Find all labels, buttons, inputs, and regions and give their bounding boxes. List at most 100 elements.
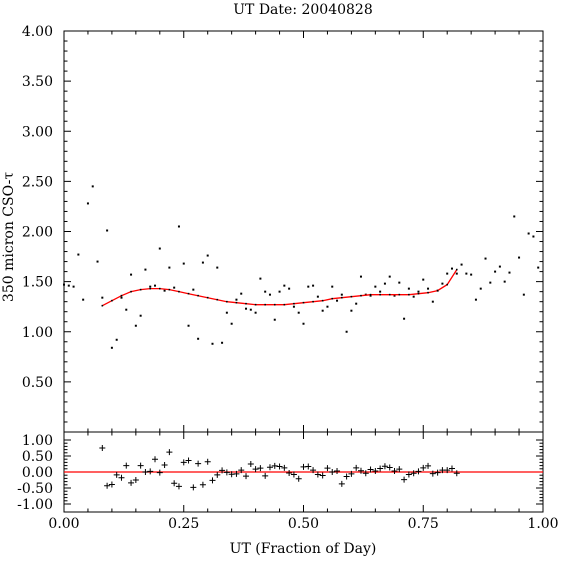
data-point bbox=[297, 311, 300, 314]
data-point bbox=[508, 271, 511, 274]
data-point bbox=[173, 286, 176, 289]
residual-point bbox=[444, 467, 451, 474]
data-point bbox=[120, 296, 123, 299]
main-y-tick-label: 4.00 bbox=[22, 24, 53, 40]
data-point bbox=[503, 280, 506, 283]
fit-point bbox=[302, 301, 305, 304]
fit-point bbox=[283, 303, 286, 306]
fit-point bbox=[130, 290, 132, 293]
data-point bbox=[268, 293, 271, 296]
fit-point bbox=[187, 292, 190, 295]
data-point bbox=[336, 299, 339, 302]
fit-point bbox=[398, 293, 401, 296]
resid-y-tick-label: 1.00 bbox=[22, 433, 53, 449]
fit-point bbox=[254, 303, 257, 306]
data-point bbox=[465, 272, 468, 275]
fit-point bbox=[293, 302, 295, 305]
residual-point bbox=[137, 462, 144, 469]
data-point bbox=[513, 215, 516, 218]
data-point bbox=[398, 281, 401, 284]
data-point bbox=[278, 290, 281, 293]
data-point bbox=[403, 317, 406, 320]
data-point bbox=[537, 266, 540, 269]
data-point bbox=[460, 263, 463, 266]
residual-point bbox=[415, 468, 422, 475]
fit-point bbox=[436, 289, 439, 292]
fit-point bbox=[321, 299, 324, 302]
main-y-axis-label: 350 micron CSO-τ bbox=[1, 172, 17, 302]
residual-point bbox=[219, 467, 226, 474]
data-point bbox=[450, 267, 453, 270]
data-point bbox=[201, 261, 204, 264]
residual-point bbox=[276, 463, 283, 470]
data-point bbox=[206, 254, 209, 257]
main-y-tick-label: 2.50 bbox=[22, 174, 53, 190]
fit-point bbox=[159, 287, 161, 290]
residual-point bbox=[180, 459, 187, 466]
resid-y-tick-label: -1.00 bbox=[17, 497, 53, 513]
data-point bbox=[163, 289, 166, 292]
residual-point bbox=[185, 457, 192, 464]
data-point bbox=[67, 284, 70, 287]
fit-point bbox=[379, 293, 381, 296]
resid-x-tick-label: 0.50 bbox=[288, 516, 319, 532]
main-frame bbox=[63, 30, 544, 433]
data-point bbox=[63, 283, 65, 286]
data-point bbox=[216, 266, 219, 269]
data-point bbox=[288, 287, 291, 290]
data-point bbox=[154, 284, 157, 287]
fit-point bbox=[245, 302, 247, 305]
chart-title: UT Date: 20040828 bbox=[233, 2, 373, 18]
data-point bbox=[484, 257, 487, 260]
residual-point bbox=[410, 470, 417, 477]
data-point bbox=[345, 330, 348, 333]
residual-point bbox=[152, 456, 159, 463]
residual-point bbox=[372, 468, 379, 475]
main-y-tick-label: 1.00 bbox=[22, 325, 53, 341]
fit-point bbox=[341, 296, 343, 299]
residual-point bbox=[113, 471, 120, 478]
data-point bbox=[149, 285, 152, 288]
residual-point bbox=[453, 470, 460, 477]
residual-point bbox=[161, 461, 168, 468]
data-point bbox=[474, 298, 477, 301]
residual-point bbox=[281, 464, 288, 471]
data-point bbox=[230, 322, 233, 325]
fit-point bbox=[120, 294, 123, 297]
data-point bbox=[292, 305, 295, 308]
data-point bbox=[446, 272, 449, 275]
residual-point bbox=[190, 484, 197, 491]
residual-point bbox=[420, 464, 427, 471]
data-point bbox=[479, 287, 482, 290]
residual-point bbox=[405, 471, 412, 478]
data-point bbox=[498, 265, 501, 268]
resid-y-tick-label: -0.50 bbox=[17, 481, 53, 497]
fit-point bbox=[149, 287, 152, 290]
data-point bbox=[106, 229, 109, 232]
fit-point bbox=[235, 301, 238, 304]
residual-point bbox=[147, 468, 154, 475]
residual-point bbox=[199, 481, 206, 488]
residual-point bbox=[314, 471, 321, 478]
residual-point bbox=[142, 469, 149, 475]
residual-point bbox=[381, 463, 388, 470]
data-point bbox=[393, 294, 396, 297]
data-point bbox=[412, 295, 415, 298]
data-point bbox=[273, 318, 276, 321]
residual-point bbox=[156, 469, 163, 476]
residual-point bbox=[377, 465, 384, 472]
data-point bbox=[72, 285, 75, 288]
fit-point bbox=[360, 294, 362, 297]
residual-point bbox=[243, 473, 250, 480]
residual-point bbox=[338, 480, 345, 487]
data-point bbox=[259, 277, 262, 280]
fit-point bbox=[455, 268, 458, 271]
residual-point bbox=[233, 470, 240, 477]
data-point bbox=[91, 185, 94, 188]
data-point bbox=[522, 293, 525, 296]
residual-point bbox=[429, 470, 436, 477]
residual-point bbox=[223, 469, 230, 476]
fit-point bbox=[427, 291, 429, 294]
residual-point bbox=[171, 480, 178, 487]
data-point bbox=[355, 302, 358, 305]
